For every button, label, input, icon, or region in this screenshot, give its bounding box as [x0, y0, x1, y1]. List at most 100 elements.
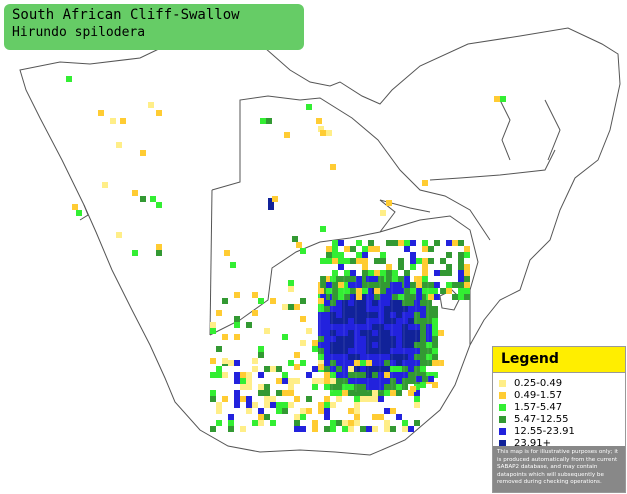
grid-cell	[354, 408, 360, 414]
grid-cell	[390, 336, 396, 342]
grid-cell	[432, 288, 438, 294]
sighting-cells	[66, 76, 506, 432]
grid-cell	[348, 360, 354, 366]
grid-cell	[500, 96, 506, 102]
grid-cell	[420, 330, 426, 336]
grid-cell	[330, 348, 336, 354]
grid-cell	[330, 372, 336, 378]
grid-cell	[300, 408, 306, 414]
grid-cell	[354, 402, 360, 408]
grid-cell	[312, 366, 318, 372]
grid-cell	[228, 426, 234, 432]
legend-label: 0.25-0.49	[514, 377, 563, 389]
grid-cell	[414, 348, 420, 354]
grid-cell	[396, 390, 402, 396]
grid-cell	[434, 270, 440, 276]
grid-cell	[336, 396, 342, 402]
grid-cell	[384, 360, 390, 366]
grid-cell	[396, 372, 402, 378]
grid-cell	[372, 336, 378, 342]
grid-cell	[264, 396, 270, 402]
grid-cell	[330, 384, 336, 390]
grid-cell	[366, 318, 372, 324]
grid-cell	[402, 372, 408, 378]
grid-cell	[332, 252, 338, 258]
grid-cell	[342, 282, 348, 288]
grid-cell	[324, 294, 330, 300]
grid-cell	[258, 384, 264, 390]
grid-cell	[276, 366, 282, 372]
grid-cell	[402, 366, 408, 372]
grid-cell	[356, 294, 362, 300]
grid-cell	[360, 390, 366, 396]
grid-cell	[392, 240, 398, 246]
grid-cell	[398, 258, 404, 264]
grid-cell	[390, 378, 396, 384]
grid-cell	[378, 378, 384, 384]
grid-cell	[332, 270, 338, 276]
grid-cell	[378, 294, 384, 300]
grid-cell	[324, 384, 330, 390]
grid-cell	[408, 282, 414, 288]
grid-cell	[150, 196, 156, 202]
grid-cell	[156, 244, 162, 250]
grid-cell	[300, 298, 306, 304]
grid-cell	[426, 330, 432, 336]
grid-cell	[324, 396, 330, 402]
grid-cell	[270, 366, 276, 372]
grid-cell	[408, 306, 414, 312]
grid-cell	[336, 354, 342, 360]
grid-cell	[392, 294, 398, 300]
grid-cell	[384, 378, 390, 384]
grid-cell	[366, 312, 372, 318]
grid-cell	[384, 408, 390, 414]
grid-cell	[390, 408, 396, 414]
grid-cell	[234, 292, 240, 298]
grid-cell	[390, 306, 396, 312]
grid-cell	[350, 246, 356, 252]
grid-cell	[402, 294, 408, 300]
grid-cell	[422, 258, 428, 264]
grid-cell	[432, 318, 438, 324]
grid-cell	[464, 264, 470, 270]
grid-cell	[356, 252, 362, 258]
grid-cell	[330, 360, 336, 366]
grid-cell	[336, 378, 342, 384]
grid-cell	[420, 294, 426, 300]
grid-cell	[336, 360, 342, 366]
grid-cell	[222, 334, 228, 340]
grid-cell	[360, 336, 366, 342]
grid-cell	[428, 376, 434, 382]
grid-cell	[458, 294, 464, 300]
grid-cell	[354, 384, 360, 390]
grid-cell	[132, 190, 138, 196]
grid-cell	[270, 402, 276, 408]
legend-swatch	[499, 391, 506, 399]
grid-cell	[384, 426, 390, 432]
grid-cell	[246, 408, 252, 414]
grid-cell	[288, 360, 294, 366]
grid-cell	[312, 378, 318, 384]
grid-cell	[330, 402, 336, 408]
grid-cell	[342, 342, 348, 348]
grid-cell	[420, 318, 426, 324]
grid-cell	[452, 240, 458, 246]
grid-cell	[404, 270, 410, 276]
grid-cell	[354, 372, 360, 378]
grid-cell	[366, 384, 372, 390]
grid-cell	[300, 248, 306, 254]
grid-cell	[72, 204, 78, 210]
grid-cell	[408, 360, 414, 366]
grid-cell	[268, 198, 274, 204]
grid-cell	[426, 306, 432, 312]
grid-cell	[342, 420, 348, 426]
grid-cell	[464, 270, 470, 276]
grid-cell	[360, 312, 366, 318]
grid-cell	[312, 384, 318, 390]
grid-cell	[360, 276, 366, 282]
title-box: South African Cliff-Swallow Hirundo spil…	[4, 4, 304, 50]
grid-cell	[390, 312, 396, 318]
grid-cell	[440, 258, 446, 264]
grid-cell	[360, 324, 366, 330]
grid-cell	[318, 364, 324, 370]
